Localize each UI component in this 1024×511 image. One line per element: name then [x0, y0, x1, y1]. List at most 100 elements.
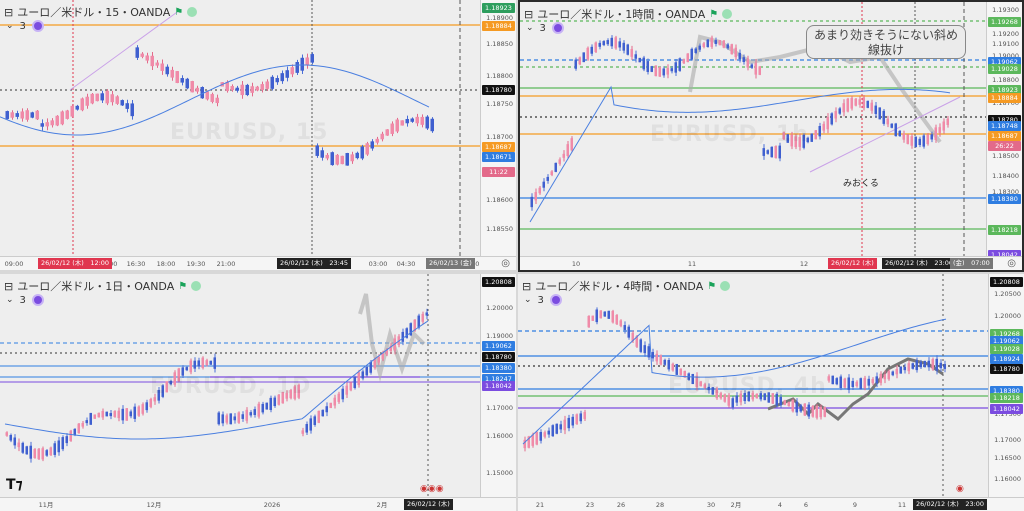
price-label[interactable]: 1.18780 — [988, 115, 1021, 125]
indicator-bubble-icon[interactable] — [551, 22, 564, 34]
price-label[interactable]: 1.18380 — [988, 194, 1021, 204]
indicator-count: 3 — [19, 294, 26, 306]
price-label[interactable]: 1.19268 — [988, 17, 1021, 27]
time-axis[interactable]: 09:0015:0016:3018:0019:3021:0003:0004:30… — [0, 256, 516, 270]
chart-pane-15m[interactable]: EURUSD, 15 ⊟ ユーロ／米ドル・15・OANDA ⚑ ⌄ 3 1.18… — [0, 0, 516, 270]
price-label[interactable]: 1.20808 — [482, 277, 515, 287]
candle — [185, 77, 189, 90]
time-axis[interactable]: 21 23 26 28 30 2月 4 6 9 11 26/02/12 (木) 23:00 — [518, 497, 1024, 511]
candle — [823, 406, 826, 418]
indicator-bubble-icon[interactable] — [31, 294, 44, 306]
settings-gear-icon[interactable]: ◎ — [1007, 258, 1016, 269]
chevron-down-icon[interactable]: ⌄ — [524, 295, 532, 305]
price-label[interactable]: 1.18923 — [482, 3, 515, 13]
indicator-toggle[interactable]: ⌄ 3 — [6, 20, 44, 32]
candle — [329, 402, 332, 409]
price-label[interactable]: 1.18923 — [988, 85, 1021, 95]
candle — [280, 70, 284, 84]
indicator-toggle[interactable]: ⌄ 3 — [526, 22, 564, 34]
collapse-icon[interactable]: ⊟ — [524, 7, 534, 21]
price-label[interactable]: 26:22 — [988, 141, 1021, 151]
chart-pane-1h[interactable]: EURUSD, 1h ⊟ ユーロ／米ドル・1時間・OANDA ⚑ ⌄ 3 1.1… — [518, 0, 1024, 272]
price-axis[interactable]: 1.18900 1.18850 1.18800 1.18750 1.18700 1.186… — [480, 0, 516, 256]
time-tick: 30 — [706, 501, 716, 509]
price-label[interactable]: 1.18748 — [988, 121, 1021, 131]
candlestick-plot-15m[interactable] — [0, 0, 480, 256]
price-label[interactable]: 1.19028 — [990, 344, 1023, 354]
price-axis[interactable]: 1.193001.192001.191001.190001.189001.188… — [986, 2, 1022, 260]
price-label[interactable]: 1.18924 — [990, 354, 1023, 364]
price-label[interactable]: 1.18380 — [990, 386, 1023, 396]
price-label[interactable]: 1.19062 — [990, 336, 1023, 346]
callout-annotation[interactable]: あまり効きそうにない斜め 線抜け — [806, 25, 966, 59]
candlestick-plot-1h[interactable] — [520, 2, 986, 258]
price-label[interactable]: 1.18687 — [988, 131, 1021, 141]
settings-gear-icon[interactable]: ◎ — [501, 258, 510, 269]
indicator-toggle[interactable]: ⌄ 3 — [524, 294, 562, 306]
candle — [751, 390, 754, 402]
tradingview-logo-icon[interactable]: T⁊ — [6, 477, 23, 493]
price-label[interactable]: 1.18218 — [990, 393, 1023, 403]
symbol-header[interactable]: ⊟ ユーロ／米ドル・15・OANDA ⚑ — [4, 4, 198, 20]
time-tick: 09:00 — [4, 260, 24, 268]
candle — [818, 122, 821, 140]
chevron-down-icon[interactable]: ⌄ — [6, 295, 14, 305]
candle — [35, 109, 39, 121]
price-label[interactable]: 1.18671 — [482, 152, 515, 162]
price-label[interactable]: 1.18780 — [990, 364, 1023, 374]
price-label[interactable]: 1.20808 — [990, 277, 1023, 287]
collapse-icon[interactable]: ⊟ — [4, 5, 14, 19]
collapse-icon[interactable]: ⊟ — [4, 279, 14, 293]
symbol-header[interactable]: ⊟ ユーロ／米ドル・1時間・OANDA ⚑ — [524, 6, 733, 22]
candlestick-plot-1d[interactable] — [0, 274, 480, 497]
price-label[interactable]: 1.18687 — [482, 142, 515, 152]
candle — [691, 373, 694, 385]
time-axis[interactable]: 11月 12月 2026 2月 26/02/12 (木) — [0, 497, 516, 511]
candlestick-plot-4h[interactable] — [518, 274, 988, 497]
candle — [193, 357, 196, 373]
candle — [61, 435, 64, 452]
price-label[interactable]: 1.19268 — [990, 329, 1023, 339]
indicator-bubble-icon[interactable] — [31, 20, 44, 32]
time-axis[interactable]: 10 11 12 26/02/12 (木) 26/02/12 (木) 23:00 (金) … — [520, 256, 1022, 270]
price-axis[interactable]: 1.205001.200001.195001.175001.170001.165… — [988, 274, 1024, 497]
price-label[interactable]: 1.18218 — [988, 225, 1021, 235]
price-label[interactable]: 1.18247 — [482, 374, 515, 384]
price-label[interactable]: 1.18380 — [482, 363, 515, 373]
chart-pane-4h[interactable]: EURUSD, 4h ⊟ ユーロ／米ドル・4時間・OANDA ⚑ ⌄ 3 1.2… — [518, 274, 1024, 511]
chevron-down-icon[interactable]: ⌄ — [6, 21, 14, 31]
indicator-toggle[interactable]: ⌄ 3 — [6, 294, 44, 306]
symbol-header[interactable]: ⊟ ユーロ／米ドル・1日・OANDA ⚑ — [4, 278, 202, 294]
candle — [743, 390, 746, 405]
annotation-text[interactable]: みおくる — [843, 179, 879, 189]
symbol-header[interactable]: ⊟ ユーロ／米ドル・4時間・OANDA ⚑ — [522, 278, 731, 294]
price-label[interactable]: 1.18884 — [988, 93, 1021, 103]
price-label[interactable]: 1.18780 — [482, 352, 515, 362]
price-label[interactable]: 1.19062 — [988, 57, 1021, 67]
price-label[interactable]: 1.19028 — [988, 64, 1021, 74]
price-tick: 1.18850 — [486, 40, 513, 48]
candle — [802, 133, 805, 150]
chart-pane-1d[interactable]: EURUSD, 1D ⊟ ユーロ／米ドル・1日・OANDA ⚑ ⌄ 3 1.20… — [0, 274, 516, 511]
chevron-down-icon[interactable]: ⌄ — [526, 23, 534, 33]
price-label[interactable]: 1.18042 — [990, 404, 1023, 414]
event-flags-icon[interactable]: ◉◉◉ — [420, 484, 444, 494]
candle — [217, 411, 220, 426]
candle — [295, 59, 299, 76]
event-flags-icon[interactable]: ◉ — [956, 484, 964, 494]
candle — [13, 434, 16, 449]
price-label[interactable]: 1.18042 — [988, 250, 1021, 260]
collapse-icon[interactable]: ⊟ — [522, 279, 532, 293]
price-label[interactable]: 1.19062 — [482, 341, 515, 351]
price-tick: 1.18800 — [486, 72, 513, 80]
price-axis[interactable]: 1.20000 1.19000 1.17000 1.16000 1.15000 1.208… — [480, 274, 516, 497]
candle — [209, 360, 212, 365]
crosshair-time-label: 26/02/12 (木) — [404, 499, 453, 510]
indicator-bubble-icon[interactable] — [549, 294, 562, 306]
price-label[interactable]: 1.18780 — [482, 85, 515, 95]
price-label[interactable]: 1.18042 — [482, 381, 515, 391]
price-label[interactable]: 11:22 — [482, 167, 515, 177]
candle — [674, 58, 677, 76]
candle — [245, 407, 248, 424]
price-label[interactable]: 1.18884 — [482, 21, 515, 31]
